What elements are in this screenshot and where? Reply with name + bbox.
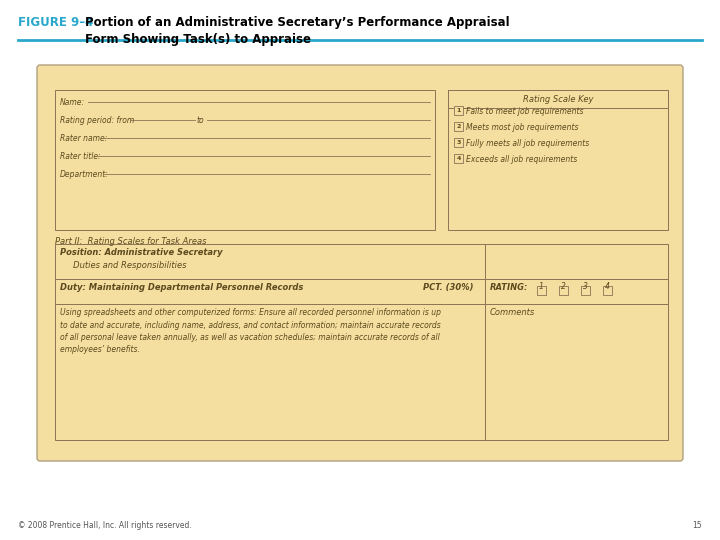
Text: Exceeds all job requirements: Exceeds all job requirements — [466, 155, 577, 164]
Text: Meets most job requirements: Meets most job requirements — [466, 123, 578, 132]
Text: 1: 1 — [539, 282, 544, 291]
Text: © 2008 Prentice Hall, Inc. All rights reserved.: © 2008 Prentice Hall, Inc. All rights re… — [18, 521, 192, 530]
FancyBboxPatch shape — [37, 65, 683, 461]
Text: Department:: Department: — [60, 170, 109, 179]
Text: to: to — [197, 116, 204, 125]
Text: Position: Administrative Secretary: Position: Administrative Secretary — [60, 248, 222, 257]
Text: Rating Scale Key: Rating Scale Key — [523, 94, 593, 104]
Text: 3: 3 — [583, 282, 588, 291]
Bar — [559, 286, 568, 295]
Bar — [454, 122, 463, 131]
Bar — [454, 106, 463, 115]
Text: Name:: Name: — [60, 98, 85, 107]
Text: Rater name:: Rater name: — [60, 134, 107, 143]
Bar — [454, 154, 463, 163]
Text: Comments: Comments — [490, 308, 535, 317]
Text: 3: 3 — [456, 140, 461, 145]
Bar — [454, 138, 463, 147]
Text: Using spreadsheets and other computerized forms: Ensure all recorded personnel i: Using spreadsheets and other computerize… — [60, 308, 441, 354]
Text: RATING:: RATING: — [490, 283, 528, 292]
Text: Rater title:: Rater title: — [60, 152, 101, 161]
Bar — [537, 286, 546, 295]
Text: 2: 2 — [456, 124, 461, 129]
Text: Duty: Maintaining Departmental Personnel Records: Duty: Maintaining Departmental Personnel… — [60, 283, 303, 292]
Bar — [55, 90, 435, 230]
Text: FIGURE 9–4: FIGURE 9–4 — [18, 16, 94, 29]
Text: Fully meets all job requirements: Fully meets all job requirements — [466, 139, 589, 148]
Text: 2: 2 — [561, 282, 566, 291]
Bar — [448, 90, 668, 230]
Text: 15: 15 — [693, 521, 702, 530]
Text: 4: 4 — [605, 282, 610, 291]
Bar — [603, 286, 612, 295]
Text: 1: 1 — [456, 108, 461, 113]
Text: Rating period: from: Rating period: from — [60, 116, 134, 125]
Text: Fails to meet job requirements: Fails to meet job requirements — [466, 107, 583, 116]
Text: PCT. (30%): PCT. (30%) — [423, 283, 474, 292]
Bar — [448, 90, 668, 108]
Text: Duties and Responsibilities: Duties and Responsibilities — [60, 261, 186, 270]
Bar — [55, 244, 668, 440]
Bar — [581, 286, 590, 295]
Text: 4: 4 — [456, 156, 461, 161]
Text: Part II:  Rating Scales for Task Areas: Part II: Rating Scales for Task Areas — [55, 237, 207, 246]
Text: Portion of an Administrative Secretary’s Performance Appraisal
Form Showing Task: Portion of an Administrative Secretary’s… — [85, 16, 510, 46]
